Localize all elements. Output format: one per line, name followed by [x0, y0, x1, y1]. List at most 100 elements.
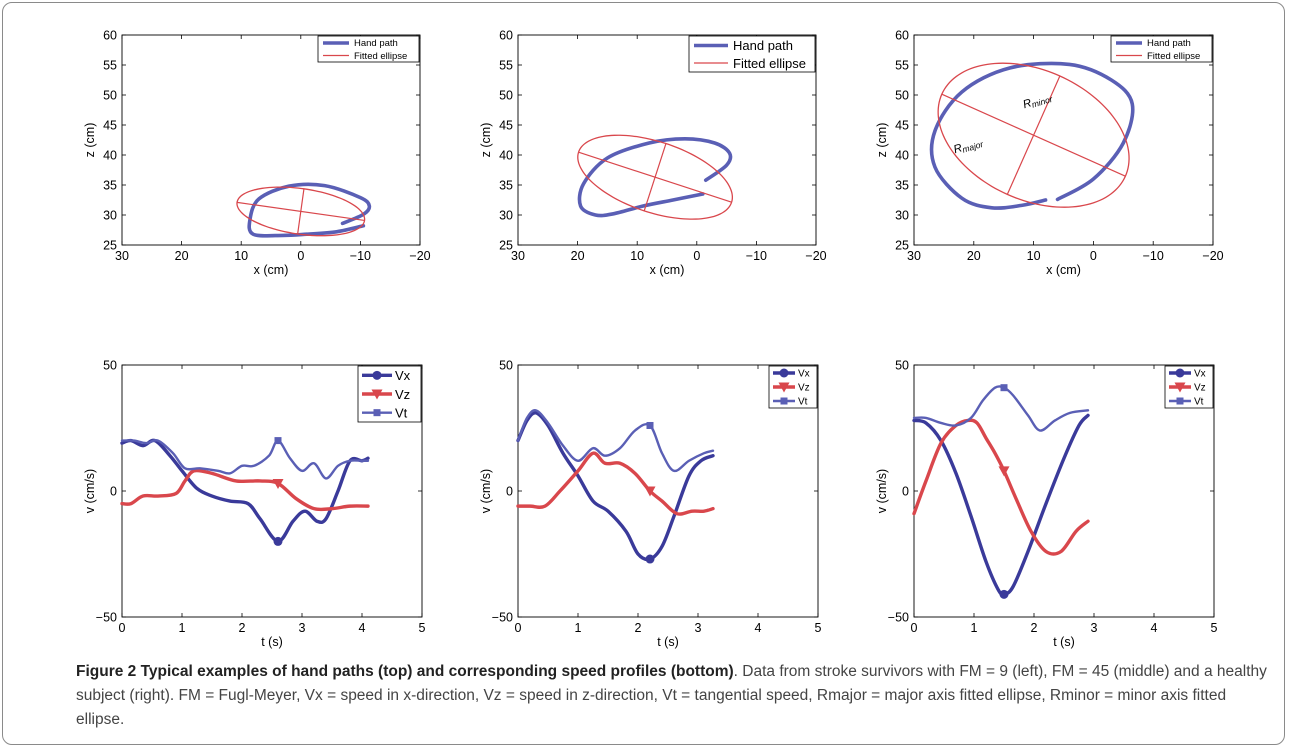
x-tick-label: 0: [693, 249, 700, 263]
y-axis-label: z (cm): [83, 123, 97, 158]
y-tick-label: 55: [103, 59, 117, 73]
x-tick-label: 4: [1151, 621, 1158, 635]
legend-hand-path-label: Hand path: [354, 38, 398, 49]
y-tick-label: 35: [895, 179, 909, 193]
y-tick-label: 35: [103, 179, 117, 193]
y-tick-label: 50: [499, 359, 513, 373]
y-tick-label: 40: [499, 149, 513, 163]
series-vt-marker: [646, 421, 654, 429]
r-minor-label: Rminor: [1022, 91, 1055, 112]
series-vt-line: [120, 439, 370, 480]
y-tick-label: 30: [895, 209, 909, 223]
x-tick-label: −20: [1202, 249, 1223, 263]
series-vz-line: [516, 451, 715, 516]
x-tick-label: −10: [1143, 249, 1164, 263]
y-tick-label: 50: [499, 89, 513, 103]
legend-vt-label: Vt: [395, 405, 408, 420]
y-tick-label: 55: [499, 59, 513, 73]
legend-vz-label: Vz: [798, 383, 810, 394]
axes-box: [517, 34, 817, 246]
x-tick-label: 1: [971, 621, 978, 635]
series-vt-line: [516, 409, 715, 473]
legend-vz-marker: [371, 389, 383, 400]
minor-axis-line: [297, 188, 305, 235]
y-tick-label: 50: [103, 89, 117, 103]
x-tick-label: 0: [911, 621, 918, 635]
series-vt-marker: [274, 437, 282, 445]
axes-box: [121, 34, 421, 246]
x-tick-label: 30: [907, 249, 921, 263]
x-axis-label: t (s): [261, 635, 283, 649]
x-tick-label: 0: [515, 621, 522, 635]
hand-path-line: [577, 137, 733, 218]
x-tick-label: 5: [815, 621, 822, 635]
y-tick-label: 50: [103, 359, 117, 373]
x-tick-label: 0: [297, 249, 304, 263]
x-tick-label: 20: [175, 249, 189, 263]
legend-ellipse-label: Fitted ellipse: [1147, 51, 1200, 62]
legend-vx-marker: [1175, 368, 1185, 378]
legend-vx-marker: [779, 368, 789, 378]
legend-vz-label: Vz: [1194, 383, 1206, 394]
y-tick-label: −50: [888, 611, 909, 625]
y-tick-label: 25: [103, 239, 117, 253]
x-tick-label: 20: [571, 249, 585, 263]
x-tick-label: 3: [299, 621, 306, 635]
y-tick-label: 35: [499, 179, 513, 193]
x-tick-label: 30: [511, 249, 525, 263]
y-tick-label: 30: [499, 209, 513, 223]
y-tick-label: 25: [499, 239, 513, 253]
y-tick-label: 0: [506, 485, 513, 499]
hand-path-line: [247, 182, 372, 238]
x-tick-label: 3: [695, 621, 702, 635]
legend-box: [317, 35, 420, 63]
legend-vx-label: Vx: [798, 369, 810, 380]
y-axis-label: v (cm/s): [875, 469, 889, 513]
legend-vt-marker: [1176, 397, 1184, 405]
legend-vx-marker: [372, 370, 382, 380]
r-major-label: Rmajor: [952, 136, 985, 157]
y-tick-label: 60: [103, 29, 117, 43]
minor-axis-line: [1006, 75, 1061, 195]
y-tick-label: 50: [895, 359, 909, 373]
legend-vt-label: Vt: [1194, 397, 1204, 408]
y-tick-label: 0: [110, 485, 117, 499]
x-axis-label: t (s): [657, 635, 679, 649]
r-minor-subscript: minor: [1030, 94, 1054, 110]
x-tick-label: 4: [359, 621, 366, 635]
x-axis-label: x (cm): [650, 263, 685, 277]
series-vx-marker: [999, 589, 1009, 599]
legend-hand-path-label: Hand path: [1147, 38, 1191, 49]
y-tick-label: 60: [499, 29, 513, 43]
x-tick-label: 3: [1091, 621, 1098, 635]
x-tick-label: 1: [179, 621, 186, 635]
series-vz-line: [120, 468, 370, 512]
x-tick-label: 10: [630, 249, 644, 263]
y-tick-label: 55: [895, 59, 909, 73]
figure-caption: Figure 2 Typical examples of hand paths …: [76, 660, 1276, 732]
x-tick-label: 4: [755, 621, 762, 635]
series-vz-marker: [272, 478, 284, 489]
legend-vz-marker: [778, 382, 790, 393]
series-vt-marker: [1000, 384, 1008, 392]
x-axis-label: x (cm): [254, 263, 289, 277]
y-tick-label: 25: [895, 239, 909, 253]
x-tick-label: 2: [635, 621, 642, 635]
y-axis-label: v (cm/s): [479, 469, 493, 513]
y-tick-label: 60: [895, 29, 909, 43]
series-vz-line: [912, 418, 1090, 556]
x-tick-label: −10: [746, 249, 767, 263]
fitted-ellipse: [937, 62, 1130, 208]
legend-vt-label: Vt: [798, 397, 808, 408]
x-tick-label: −10: [350, 249, 371, 263]
legend-vx-label: Vx: [395, 368, 411, 383]
y-tick-label: −50: [492, 611, 513, 625]
x-axis-label: x (cm): [1046, 263, 1081, 277]
x-tick-label: 30: [115, 249, 129, 263]
y-tick-label: 0: [902, 485, 909, 499]
